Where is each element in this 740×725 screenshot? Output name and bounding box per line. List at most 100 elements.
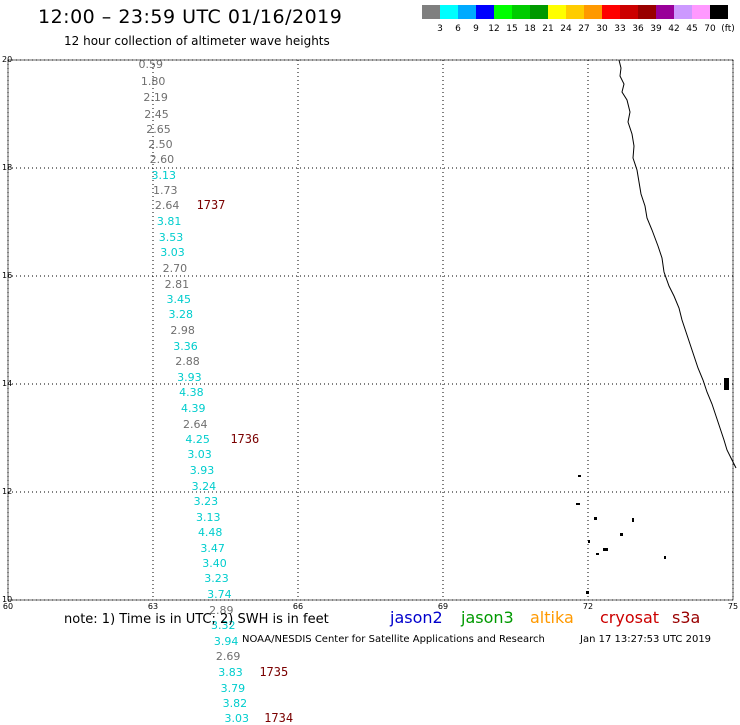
wave-height-value: 3.93 xyxy=(189,463,215,477)
scale-swatch xyxy=(638,5,656,19)
wave-height-value: 3.94 xyxy=(213,634,239,648)
wave-height-value: 3.23 xyxy=(193,495,219,509)
wave-height-value: 2.69 xyxy=(215,650,241,664)
scale-label: 9 xyxy=(473,24,479,34)
scale-swatch xyxy=(494,5,512,19)
wave-height-value: 3.40 xyxy=(202,557,227,571)
wave-height-value: 2.60 xyxy=(149,152,175,166)
scale-label: 12 xyxy=(488,24,500,34)
scale-swatch xyxy=(548,5,566,19)
footer-credit: NOAA/NESDIS Center for Satellite Applica… xyxy=(242,634,545,645)
scale-label: 45 xyxy=(686,24,698,34)
wave-height-value: 3.03 xyxy=(224,712,250,725)
scale-label: 24 xyxy=(560,24,572,34)
map-frame xyxy=(7,59,734,601)
wave-height-value: 4.25 xyxy=(185,433,210,447)
legend-entry-jason3: jason3 xyxy=(461,608,514,627)
page-title: 12:00 – 23:59 UTC 01/16/2019 xyxy=(38,6,343,28)
scale-swatch xyxy=(584,5,602,19)
wave-height-value: 3.83 xyxy=(218,665,243,679)
scale-label: 27 xyxy=(578,24,590,34)
map-canvas xyxy=(7,59,737,601)
pass-time-label: 1736 xyxy=(230,432,260,447)
wave-height-value: 3.81 xyxy=(156,215,182,228)
wave-height-value: 2.45 xyxy=(144,107,169,121)
wave-height-value: 3.53 xyxy=(158,231,184,245)
lon-tick-label: 69 xyxy=(437,602,449,611)
wave-height-value: 2.65 xyxy=(146,122,171,136)
scale-label: 15 xyxy=(506,24,518,34)
scale-label: 70 xyxy=(704,24,716,34)
scale-swatch xyxy=(440,5,458,19)
pass-time-label: 1737 xyxy=(196,198,226,213)
wave-height-value: 3.03 xyxy=(187,448,212,462)
footer-timestamp: Jan 17 13:27:53 UTC 2019 xyxy=(580,634,712,645)
scale-swatch xyxy=(674,5,692,19)
wave-height-value: 2.64 xyxy=(154,199,180,213)
wave-height-value: 2.70 xyxy=(162,261,188,275)
wave-height-value: 3.03 xyxy=(160,246,185,260)
wave-height-value: 3.36 xyxy=(173,339,198,353)
wave-height-value: 3.82 xyxy=(222,696,248,710)
wave-height-value: 2.88 xyxy=(175,355,200,369)
scale-label: 39 xyxy=(650,24,662,34)
lon-tick-label: 63 xyxy=(147,602,159,611)
scale-label: 6 xyxy=(455,24,461,34)
coastline xyxy=(618,59,737,469)
wave-height-value: 3.47 xyxy=(200,541,225,555)
scale-swatch xyxy=(458,5,476,19)
scale-label: 36 xyxy=(632,24,644,34)
pass-time-label: 1735 xyxy=(259,664,289,679)
wave-height-value: 2.64 xyxy=(182,417,208,431)
map-overlay: 10 12 14 16 18 20 60 63 66 69 72 75 0.59 1.80 2.19 2.45… xyxy=(2,55,739,725)
islands xyxy=(576,378,729,594)
lon-tick-label: 66 xyxy=(292,602,304,611)
scale-swatch xyxy=(656,5,674,19)
lat-tick-label: 20 xyxy=(2,55,13,64)
scale-label: 33 xyxy=(614,24,626,34)
wave-height-value: 3.24 xyxy=(191,479,217,493)
wave-height-value: 4.39 xyxy=(181,401,206,415)
legend-entry-altika: altika xyxy=(530,608,574,627)
wave-height-value: 4.48 xyxy=(197,526,223,540)
scale-swatch xyxy=(602,5,620,19)
wave-height-value: 3.13 xyxy=(151,168,177,182)
wave-height-value: 3.74 xyxy=(207,588,232,602)
lon-tick-label: 60 xyxy=(2,602,14,611)
wave-height-value: 2.19 xyxy=(143,91,168,105)
scale-label: 3 xyxy=(437,24,443,34)
scale-swatch xyxy=(692,5,710,19)
scale-swatch xyxy=(710,5,728,19)
wave-height-value: 3.32 xyxy=(211,619,236,633)
lon-tick-label: 75 xyxy=(727,602,739,611)
scale-swatch xyxy=(530,5,548,19)
lat-tick-label: 12 xyxy=(2,487,13,496)
lat-tick-label: 16 xyxy=(2,271,13,280)
lat-tick-label: 14 xyxy=(2,379,13,388)
wave-height-value: 2.89 xyxy=(209,603,234,617)
scale-swatch xyxy=(512,5,530,19)
legend-entry-cryosat: cryosat xyxy=(600,608,660,627)
page-subtitle: 12 hour collection of altimeter wave hei… xyxy=(64,34,330,48)
scale-swatch xyxy=(422,5,440,19)
scale-label: 21 xyxy=(542,24,554,34)
legend-entry-jason2: jason2 xyxy=(390,608,443,627)
scale-label: 18 xyxy=(524,24,536,34)
scale-swatch xyxy=(566,5,584,19)
wave-height-value: 0.59 xyxy=(138,57,164,71)
wave-height-value: 3.23 xyxy=(204,572,229,586)
footer-note: note: 1) Time is in UTC; 2) SWH is in fe… xyxy=(64,612,329,627)
wave-height-value: 2.98 xyxy=(170,324,195,338)
scale-label: (ft) xyxy=(721,24,735,34)
wave-height-value: 3.28 xyxy=(168,308,193,322)
map-grid xyxy=(7,59,734,601)
scale-swatch xyxy=(620,5,638,19)
wave-height-value: 3.13 xyxy=(196,510,221,524)
scale-label: 30 xyxy=(596,24,608,34)
wave-height-value: 2.50 xyxy=(148,138,173,152)
wave-height-value: 1.80 xyxy=(140,74,166,88)
wave-height-value: 4.38 xyxy=(179,386,204,400)
wave-height-value: 2.81 xyxy=(164,277,190,291)
wave-height-value: 1.73 xyxy=(153,184,178,198)
scale-label: 42 xyxy=(668,24,680,34)
